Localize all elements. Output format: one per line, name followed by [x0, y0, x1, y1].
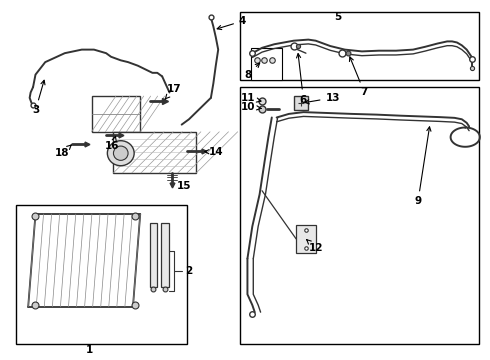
- Bar: [92, 96, 140, 132]
- Text: 12: 12: [307, 240, 323, 253]
- Text: 4: 4: [217, 16, 246, 30]
- Text: 18: 18: [55, 145, 71, 158]
- Ellipse shape: [107, 141, 134, 166]
- Bar: [16, 205, 187, 344]
- Bar: [240, 12, 479, 80]
- Ellipse shape: [114, 146, 128, 160]
- Text: 15: 15: [177, 181, 192, 191]
- Bar: [114, 132, 196, 173]
- Bar: [251, 48, 282, 80]
- Text: 11: 11: [241, 93, 261, 103]
- Text: 5: 5: [334, 13, 341, 22]
- Text: 1: 1: [85, 345, 93, 355]
- Bar: [294, 96, 308, 111]
- Bar: [296, 225, 316, 253]
- Text: 7: 7: [349, 57, 368, 98]
- Text: 16: 16: [105, 136, 120, 151]
- Text: 6: 6: [296, 54, 307, 105]
- Bar: [150, 223, 157, 287]
- Bar: [240, 87, 479, 344]
- Text: 8: 8: [245, 63, 260, 80]
- Text: 17: 17: [165, 84, 182, 99]
- Bar: [161, 223, 170, 287]
- Text: 13: 13: [305, 93, 340, 104]
- Text: 2: 2: [185, 266, 193, 276]
- Text: 14: 14: [205, 147, 223, 157]
- Text: 3: 3: [32, 80, 45, 115]
- Text: 10: 10: [241, 102, 261, 112]
- Text: 9: 9: [415, 127, 431, 206]
